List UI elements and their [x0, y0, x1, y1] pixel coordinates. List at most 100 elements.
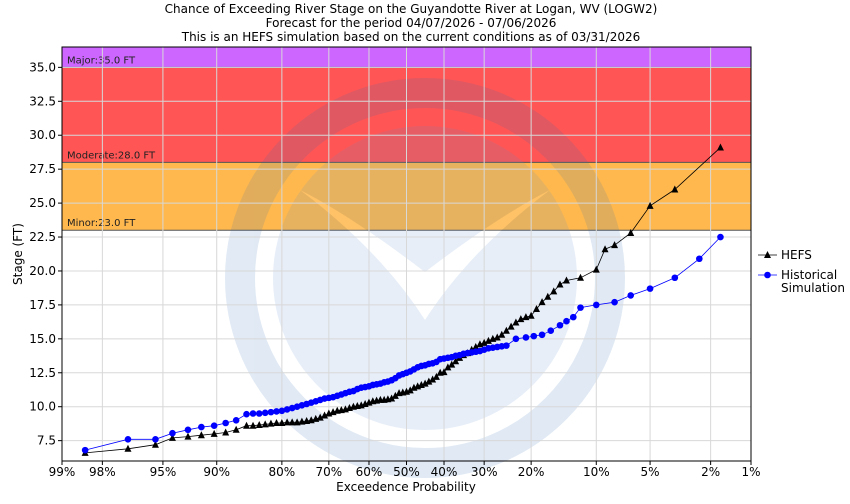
- historical-point-75: [547, 327, 555, 334]
- noaa-watermark: [225, 78, 625, 478]
- hefs-point-78: [544, 292, 552, 300]
- hefs-point-6: [210, 429, 218, 437]
- series-layer: [81, 143, 724, 456]
- y-tick-label-9: 30.0: [29, 128, 56, 142]
- historical-point-12: [261, 409, 269, 417]
- historical-point-3: [169, 429, 176, 437]
- x-tick-label-4: 80%: [269, 465, 296, 479]
- hefs-point-82: [576, 273, 584, 281]
- hefs-point-72: [512, 318, 520, 326]
- hefs-point-76: [533, 304, 541, 312]
- hefs-point-65: [480, 338, 488, 346]
- historical-point-86: [717, 233, 724, 241]
- historical-point-2: [152, 435, 159, 443]
- x-tick-label-13: 2%: [701, 465, 720, 479]
- historical-point-70: [503, 342, 510, 349]
- hefs-point-52: [429, 375, 437, 383]
- historical-point-77: [563, 317, 570, 325]
- historical-point-76: [556, 321, 564, 329]
- legend-label-1-0: Historical: [781, 268, 837, 282]
- title-line-3: This is an HEFS simulation based on the …: [181, 30, 641, 44]
- hefs-point-77: [538, 298, 546, 306]
- hefs-point-11: [255, 421, 263, 429]
- hefs-point-75: [527, 311, 535, 319]
- x-tick-label-7: 50%: [393, 465, 420, 479]
- band-label-moderate: Moderate:28.0 FT: [67, 150, 156, 161]
- historical-point-0: [81, 446, 89, 454]
- hefs-point-3: [168, 433, 176, 441]
- y-tick-label-5: 20.0: [29, 264, 56, 278]
- hefs-point-81: [562, 276, 570, 284]
- x-tick-label-2: 95%: [150, 465, 177, 479]
- hefs-point-87: [646, 201, 654, 209]
- x-tick-label-11: 10%: [583, 465, 610, 479]
- band-label-minor: Minor:23.0 FT: [67, 218, 136, 229]
- x-tick-label-12: 5%: [641, 465, 660, 479]
- historical-point-78: [570, 313, 577, 321]
- y-tick-label-7: 25.0: [29, 196, 56, 210]
- hefs-point-7: [222, 428, 230, 436]
- hefs-point-5: [197, 431, 205, 439]
- title-line-2: Forecast for the period 04/07/2026 - 07/…: [266, 16, 557, 30]
- hefs-point-23: [316, 413, 324, 421]
- hefs-point-16: [283, 418, 291, 426]
- hefs-point-8: [232, 425, 240, 433]
- legend-label-0-0: HEFS: [781, 248, 812, 262]
- y-tick-label-0: 7.5: [37, 434, 56, 448]
- hefs-point-51: [425, 377, 433, 385]
- y-tick-label-3: 15.0: [29, 332, 56, 346]
- y-tick-label-6: 22.5: [29, 230, 56, 244]
- y-tick-label-1: 10.0: [29, 400, 56, 414]
- hefs-point-84: [601, 245, 609, 253]
- band-label-major: Major:35.0 FT: [67, 55, 136, 66]
- hefs-point-66: [484, 336, 492, 344]
- historical-point-74: [538, 331, 546, 339]
- watermark-inner-disc: [273, 126, 577, 430]
- x-tick-label-5: 70%: [316, 465, 343, 479]
- historical-point-83: [646, 285, 654, 292]
- title-line-1: Chance of Exceeding River Stage on the G…: [165, 2, 658, 16]
- y-tick-label-2: 12.5: [29, 366, 56, 380]
- legend-marker-historical: [764, 271, 771, 279]
- watermark-gull: [300, 190, 550, 320]
- historical-point-81: [611, 298, 618, 306]
- hefs-point-17: [288, 418, 296, 426]
- hefs-point-9: [243, 421, 251, 429]
- x-tick-label-9: 30%: [471, 465, 498, 479]
- historical-point-13: [267, 408, 275, 416]
- hefs-point-18: [293, 418, 301, 426]
- hefs-point-50: [421, 379, 429, 387]
- hefs-point-74: [522, 313, 530, 321]
- historical-point-11: [255, 410, 263, 417]
- hefs-point-86: [627, 228, 635, 236]
- hefs-point-12: [261, 420, 269, 428]
- hefs-point-80: [556, 280, 564, 288]
- historical-point-1: [124, 435, 132, 443]
- y-tick-label-11: 35.0: [29, 60, 56, 74]
- historical-point-4: [184, 426, 192, 434]
- historical-point-71: [512, 335, 520, 343]
- y-tick-label-8: 27.5: [29, 162, 56, 176]
- historical-point-6: [210, 422, 218, 430]
- y-tick-label-10: 32.5: [29, 94, 56, 108]
- historical-point-17: [288, 404, 296, 412]
- hefs-point-15: [278, 418, 286, 426]
- hefs-point-56: [444, 363, 452, 371]
- historical-point-5: [198, 423, 205, 431]
- x-tick-label-10: 20%: [518, 465, 545, 479]
- hefs-point-41: [388, 394, 396, 402]
- hefs-point-13: [267, 419, 275, 427]
- hefs-point-57: [448, 360, 456, 368]
- historical-point-72: [522, 334, 530, 341]
- hefs-point-58: [452, 357, 460, 365]
- historical-point-84: [671, 274, 679, 282]
- legend-label-1-1: Simulation: [781, 281, 845, 295]
- hefs-point-24: [321, 411, 329, 419]
- hefs-point-79: [550, 287, 558, 295]
- hefs-point-70: [502, 326, 510, 334]
- hefs-point-85: [611, 241, 619, 249]
- historical-point-9: [243, 410, 250, 418]
- hefs-point-73: [517, 315, 525, 323]
